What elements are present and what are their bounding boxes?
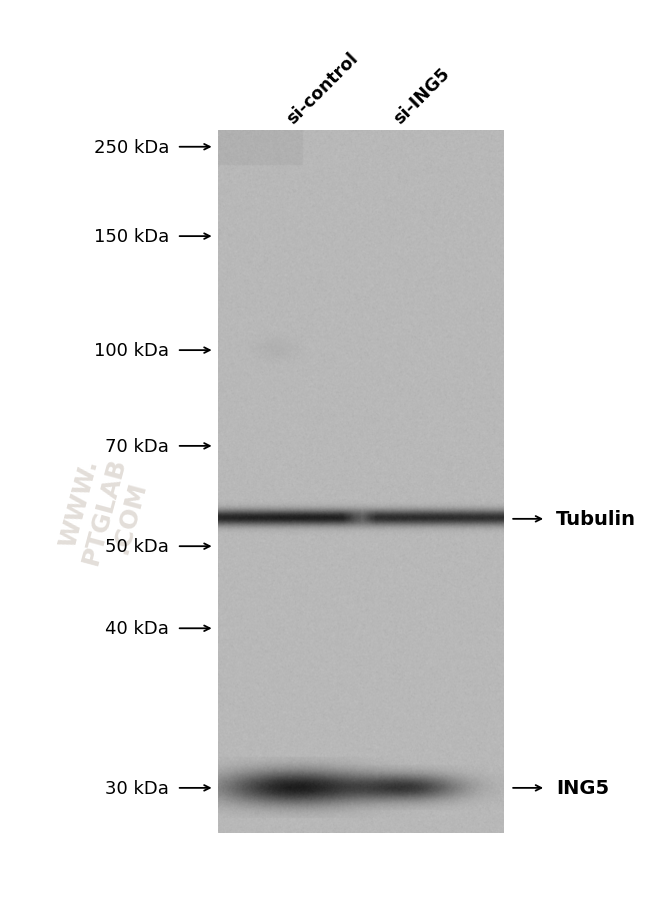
Text: 50 kDa: 50 kDa [105,537,169,556]
Text: ING5: ING5 [556,779,609,797]
Text: Tubulin: Tubulin [556,510,636,528]
Text: si-control: si-control [283,49,361,128]
Text: 40 kDa: 40 kDa [105,619,169,638]
Text: 70 kDa: 70 kDa [105,437,169,456]
Text: 30 kDa: 30 kDa [105,779,169,797]
Text: 250 kDa: 250 kDa [94,138,169,157]
Text: si-ING5: si-ING5 [390,65,453,128]
Text: 150 kDa: 150 kDa [94,228,169,246]
Text: 100 kDa: 100 kDa [94,342,169,360]
Text: WWW.
PTGLAB
.COM: WWW. PTGLAB .COM [53,447,155,573]
